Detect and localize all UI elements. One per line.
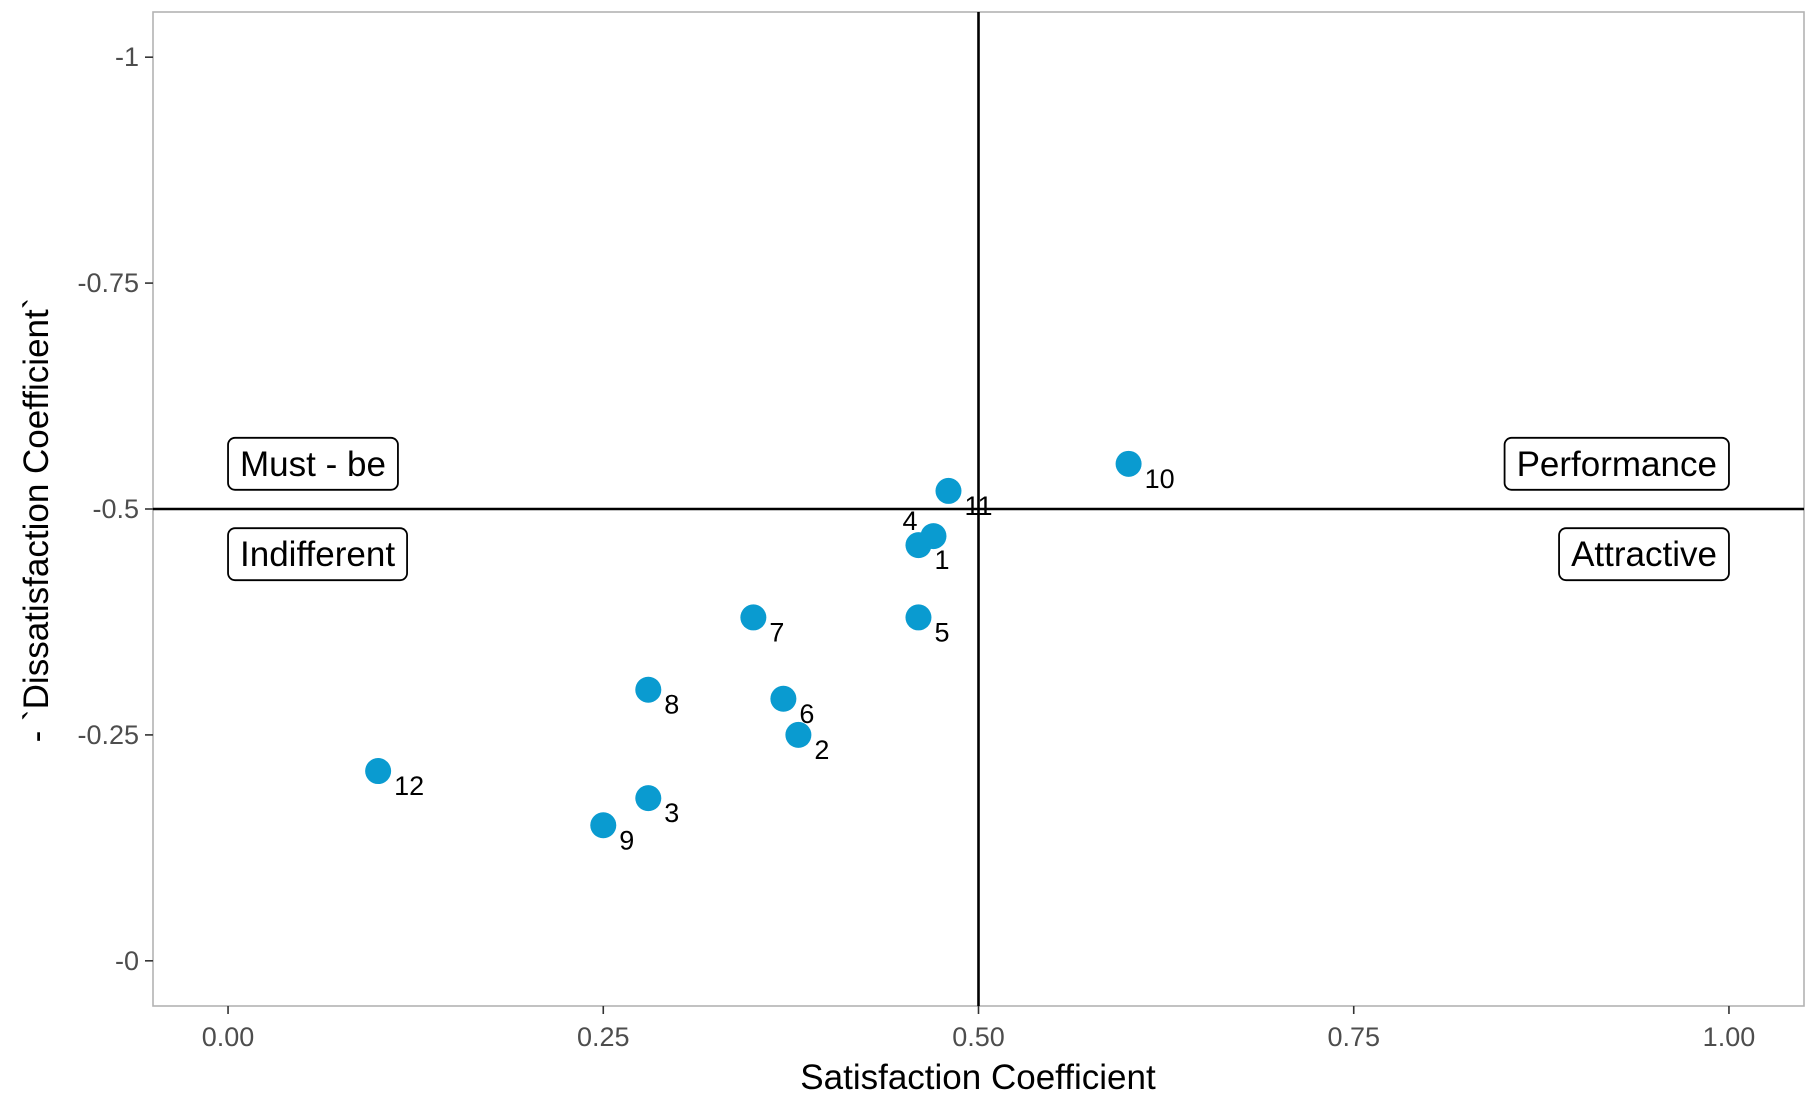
data-point [920,523,947,550]
data-point [785,721,812,748]
x-tick-label: 0.75 [1327,1022,1380,1052]
x-tick-label: 1.00 [1703,1022,1756,1052]
data-point-label: 3 [664,798,679,828]
data-point [1115,450,1142,477]
data-point-label: 2 [814,735,829,765]
data-point [770,685,797,712]
y-tick-label: -1 [115,42,139,72]
x-tick-label: 0.50 [952,1022,1005,1052]
data-point [740,604,767,631]
data-point [935,477,962,504]
data-point [635,785,662,812]
data-point-label: 8 [664,690,679,720]
y-axis-title: - `Dissatisfaction Coefficient` [17,298,56,743]
y-tick-label: -0.5 [92,494,139,524]
quadrant-label: Performance [1517,445,1717,484]
data-point-label: 12 [394,771,424,801]
x-tick-label: 0.00 [202,1022,255,1052]
y-tick-label: -0.75 [77,268,139,298]
quadrant-label: Indifferent [240,535,395,574]
data-point [365,758,392,785]
quadrant-label-box [227,436,399,491]
data-point [590,812,617,839]
quadrant-label-box [1503,436,1730,491]
y-tick-label: -0 [115,946,139,976]
data-point-label: 10 [1145,464,1175,494]
data-point-label: 1 [934,545,949,575]
data-point [905,604,932,631]
x-axis-title: Satisfaction Coefficient [800,1058,1156,1097]
data-point-label: 11 [964,491,992,521]
data-point-label: 4 [902,506,917,536]
data-point-label: 5 [934,617,949,647]
plot-area: 0.00 0.25 0.50 0.75 1.00 -1 -0.75 -0.5 -0.25 -0 Mu… [77,11,1805,1052]
quadrant-label: Must - be [240,445,386,484]
quadrant-label: Attractive [1571,535,1717,574]
data-point-label: 7 [769,617,784,647]
data-point [635,676,662,703]
data-point-label: 6 [799,699,814,729]
quadrant-label-box [1558,527,1730,582]
quadrant-label-box [227,527,408,582]
data-point-label: 9 [619,825,634,855]
y-tick-label: -0.25 [77,720,139,750]
x-tick-label: 0.25 [577,1022,630,1052]
